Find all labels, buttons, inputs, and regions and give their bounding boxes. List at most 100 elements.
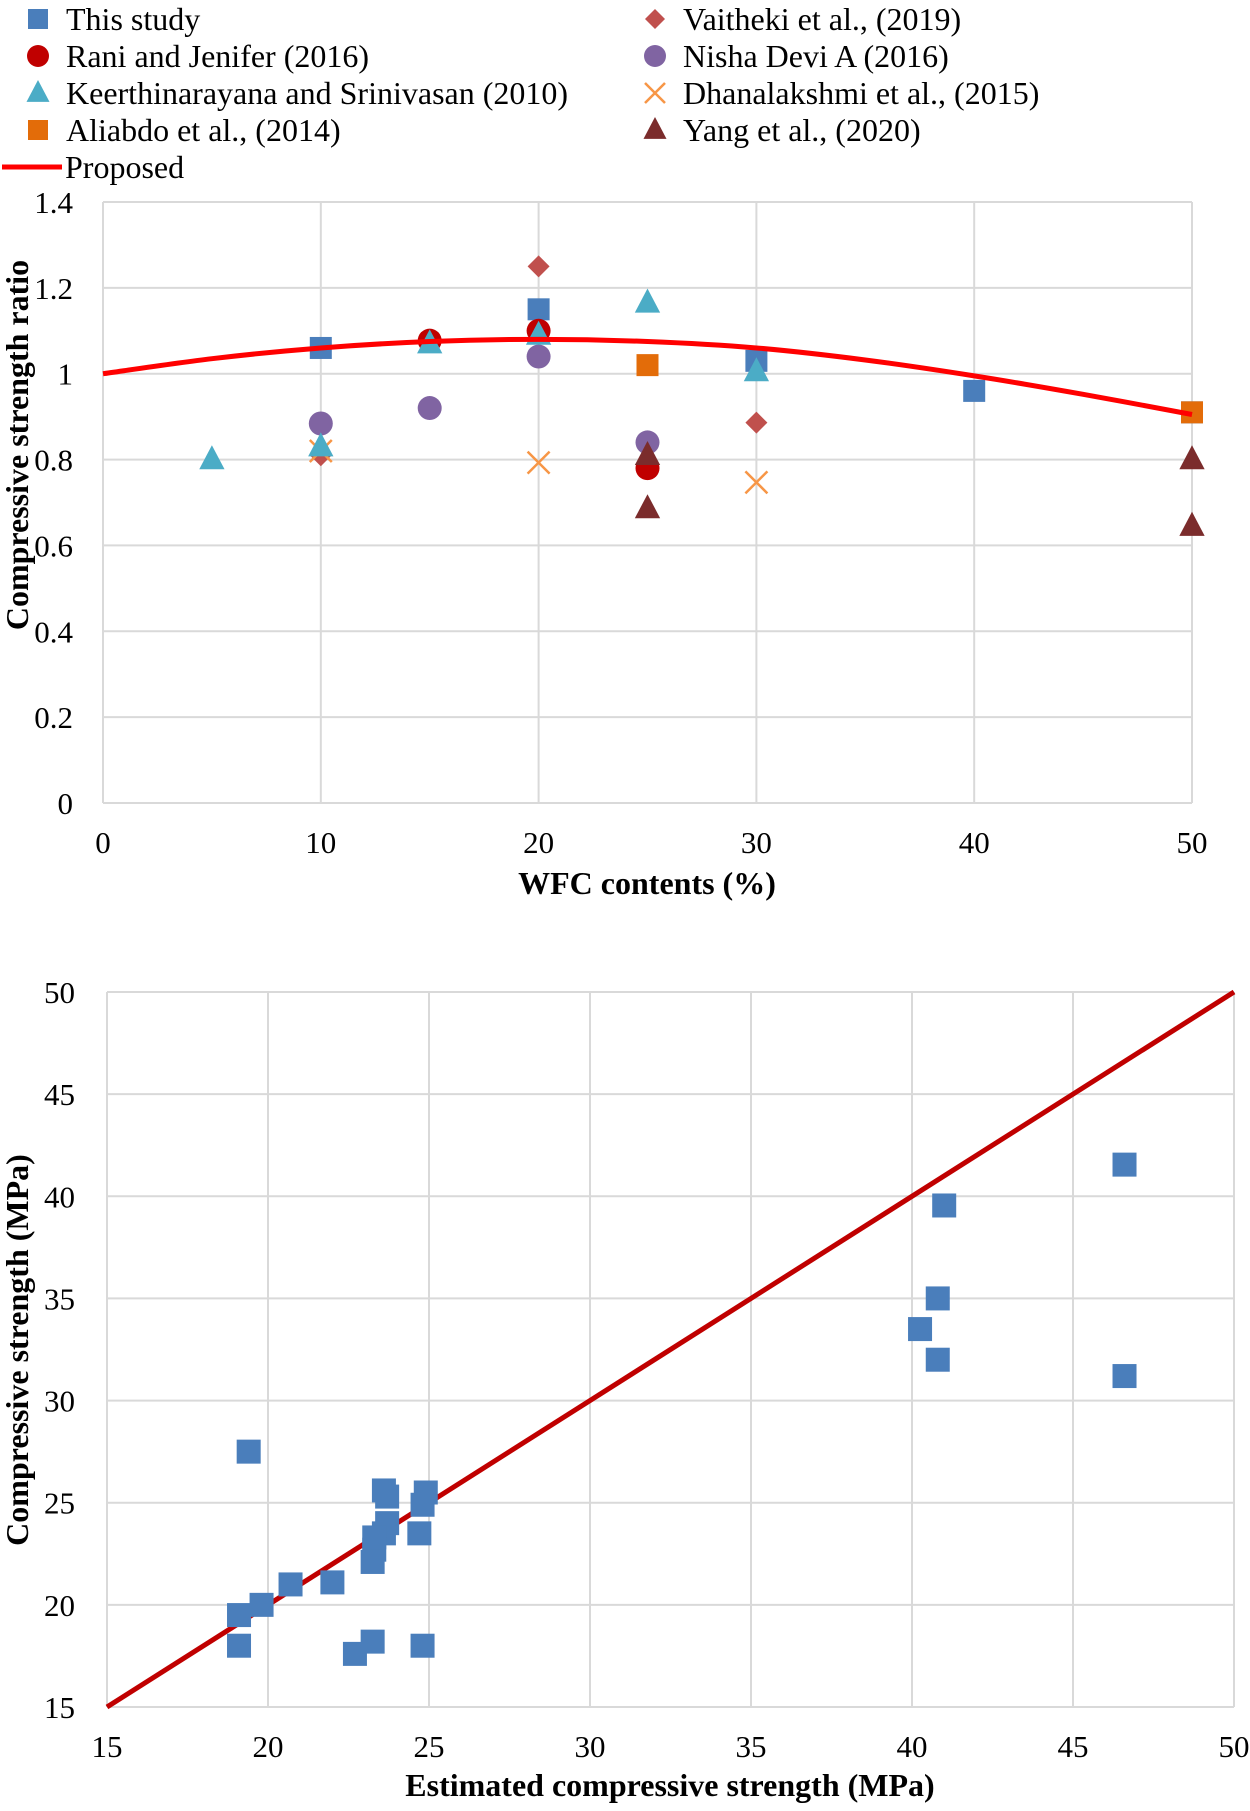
x-tick-labels: 0 10 20 30 40 50 [95, 825, 1207, 860]
data-point [743, 357, 770, 382]
data-point [1179, 511, 1205, 536]
legend-item-nisha-devi-a-2016: Nisha Devi A (2016) [644, 38, 949, 74]
x-tick-label: 15 [92, 1729, 123, 1764]
legend-label: Rani and Jenifer (2016) [66, 38, 369, 74]
legend-marker-circle [644, 45, 666, 67]
legend-marker-diamond [645, 9, 665, 29]
data-point [745, 411, 768, 434]
x-tick-label: 20 [253, 1729, 284, 1764]
legend-item-vaitheki-et-al-2019: Vaitheki et al., (2019) [645, 1, 961, 37]
data-point [634, 440, 661, 465]
x-tick-label: 30 [575, 1729, 606, 1764]
legend-label: Proposed [65, 149, 184, 185]
x-tick-label: 0 [95, 825, 111, 860]
data-point [932, 1193, 957, 1218]
x-tick-label: 25 [414, 1729, 445, 1764]
plot-marks [105, 989, 1236, 1710]
data-point [320, 1570, 345, 1595]
x-tick-label: 20 [523, 825, 554, 860]
y-tick-label: 35 [44, 1281, 75, 1316]
data-point [308, 411, 333, 436]
legend-item-proposed: Proposed [2, 149, 184, 185]
legend-marker-triangle [26, 79, 50, 102]
data-point [360, 1549, 385, 1574]
data-point [1179, 445, 1205, 470]
data-point [744, 470, 769, 495]
y-axis-title: Compressive strength ratio [0, 260, 35, 630]
chart-estimated-vs-measured: 15 20 25 30 35 40 45 50 15 20 25 30 35 40 45 50 Estima… [0, 975, 1250, 1803]
y-tick-labels: 15 20 25 30 35 40 45 50 [44, 975, 75, 1725]
legend-marker-square [28, 120, 48, 140]
legend-label: Yang et al., (2020) [683, 112, 921, 148]
legend: This study Vaitheki et al., (2019) Rani an… [2, 1, 1039, 185]
legend-label: Nisha Devi A (2016) [683, 38, 949, 74]
legend-item-this-study: This study [28, 1, 200, 37]
legend-item-keerthinarayana-and-srinivasan-2010: Keerthinarayana and Srinivasan (2010) [26, 75, 568, 111]
x-tick-label: 10 [305, 825, 336, 860]
data-point [417, 396, 442, 421]
x-tick-label: 50 [1177, 825, 1208, 860]
x-tick-label: 30 [741, 825, 772, 860]
legend-marker-x [644, 82, 666, 104]
data-point [527, 298, 550, 321]
legend-marker-triangle [643, 116, 667, 139]
legend-marker-square [28, 9, 48, 29]
legend-label: Vaitheki et al., (2019) [683, 1, 961, 37]
x-tick-labels: 15 20 25 30 35 40 45 50 [92, 1729, 1250, 1764]
chart-wfc-strength-ratio: 0 10 20 30 40 50 0 0.2 0.4 0.6 0.8 1 1.2 1.4 WFC con… [0, 185, 1208, 901]
series-aliabdo-et-al-2014 [636, 354, 1203, 424]
y-tick-label: 0 [58, 786, 74, 821]
x-axis-title: WFC contents (%) [518, 865, 776, 901]
data-point [236, 1439, 261, 1464]
series-proposed [102, 336, 1193, 417]
x-tick-label: 40 [959, 825, 990, 860]
legend-marker-circle [27, 45, 49, 67]
line-of-equality-line [105, 989, 1236, 1710]
data-point [963, 379, 986, 402]
legend-item-aliabdo-et-al-2014: Aliabdo et al., (2014) [28, 112, 341, 148]
y-tick-label: 0.8 [34, 443, 73, 478]
y-axis-title: Compressive strength (MPa) [0, 1154, 35, 1546]
data-point [925, 1286, 950, 1311]
data-point [526, 450, 551, 475]
data-point [227, 1603, 252, 1628]
data-point [908, 1317, 933, 1342]
legend-label: This study [66, 1, 200, 37]
x-tick-label: 35 [736, 1729, 767, 1764]
data-point [527, 255, 550, 278]
legend-item-yang-et-al-2020: Yang et al., (2020) [643, 112, 921, 148]
legend-label: Aliabdo et al., (2014) [66, 112, 341, 148]
data-point [634, 494, 661, 519]
series-yang-et-al-2020 [634, 440, 1205, 536]
data-point [925, 1347, 950, 1372]
data-point [410, 1492, 435, 1517]
series-keerthinarayana-and-srinivasan-2010 [199, 288, 770, 470]
data-point [308, 432, 334, 457]
data-point [407, 1521, 432, 1546]
x-axis-title: Estimated compressive strength (MPa) [405, 1767, 934, 1803]
data-point [249, 1592, 274, 1617]
legend-label: Keerthinarayana and Srinivasan (2010) [66, 75, 568, 111]
y-tick-label: 45 [44, 1077, 75, 1112]
proposed-line [102, 336, 1193, 417]
legend-item-rani-and-jenifer-2016: Rani and Jenifer (2016) [27, 38, 369, 74]
data-point [1112, 1364, 1137, 1389]
y-tick-label: 1.2 [34, 271, 73, 306]
data-point [526, 344, 551, 369]
y-tick-label: 0.2 [34, 700, 73, 735]
data-point [227, 1633, 252, 1658]
grid [106, 991, 1235, 1708]
y-tick-label: 15 [44, 1690, 75, 1725]
x-tick-label: 40 [897, 1729, 928, 1764]
series-dhanalakshmi-et-al-2015 [308, 439, 769, 495]
data-point [1112, 1152, 1137, 1177]
y-tick-label: 50 [44, 975, 75, 1010]
series-nisha-devi-a-2016 [308, 344, 660, 455]
y-tick-label: 0.6 [34, 528, 73, 563]
data-point [634, 288, 661, 313]
y-tick-labels: 0 0.2 0.4 0.6 0.8 1 1.2 1.4 [34, 185, 73, 821]
plot-marks [102, 255, 1205, 536]
legend-label: Dhanalakshmi et al., (2015) [683, 75, 1039, 111]
data-point [278, 1572, 303, 1597]
